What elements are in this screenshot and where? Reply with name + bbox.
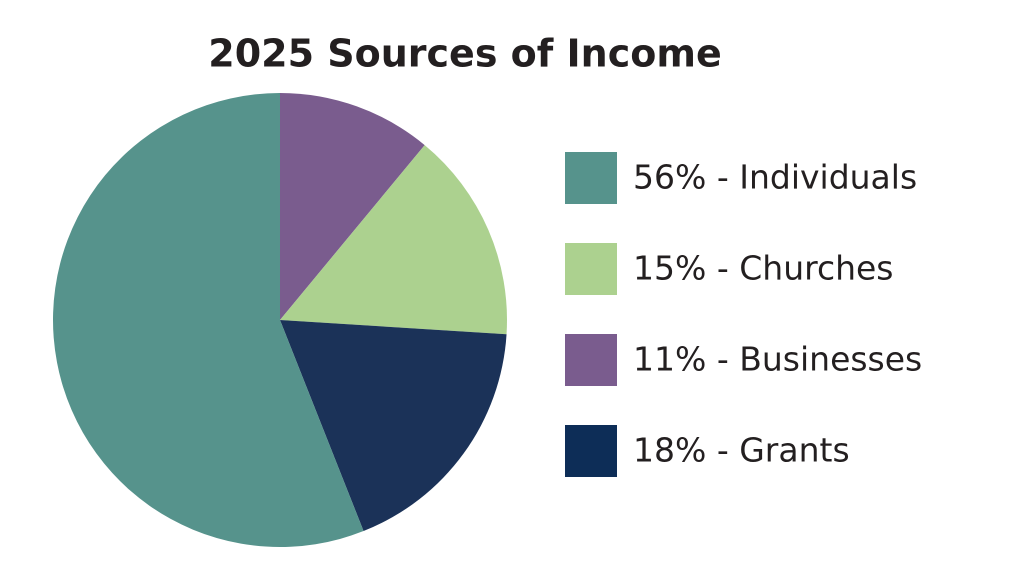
legend-label: 18% - Grants <box>633 431 850 470</box>
legend-label: 15% - Churches <box>633 249 894 288</box>
pie-slice <box>280 145 507 335</box>
legend-label: 11% - Businesses <box>633 340 922 379</box>
pie-slice <box>280 320 507 532</box>
pie-slice <box>53 93 364 547</box>
pie-slice <box>280 93 425 320</box>
legend-label: 56% - Individuals <box>633 158 917 197</box>
legend-swatch <box>565 152 617 204</box>
legend-swatch <box>565 425 617 477</box>
legend-swatch <box>565 243 617 295</box>
legend-swatch <box>565 334 617 386</box>
chart-title: 2025 Sources of Income <box>208 32 721 76</box>
